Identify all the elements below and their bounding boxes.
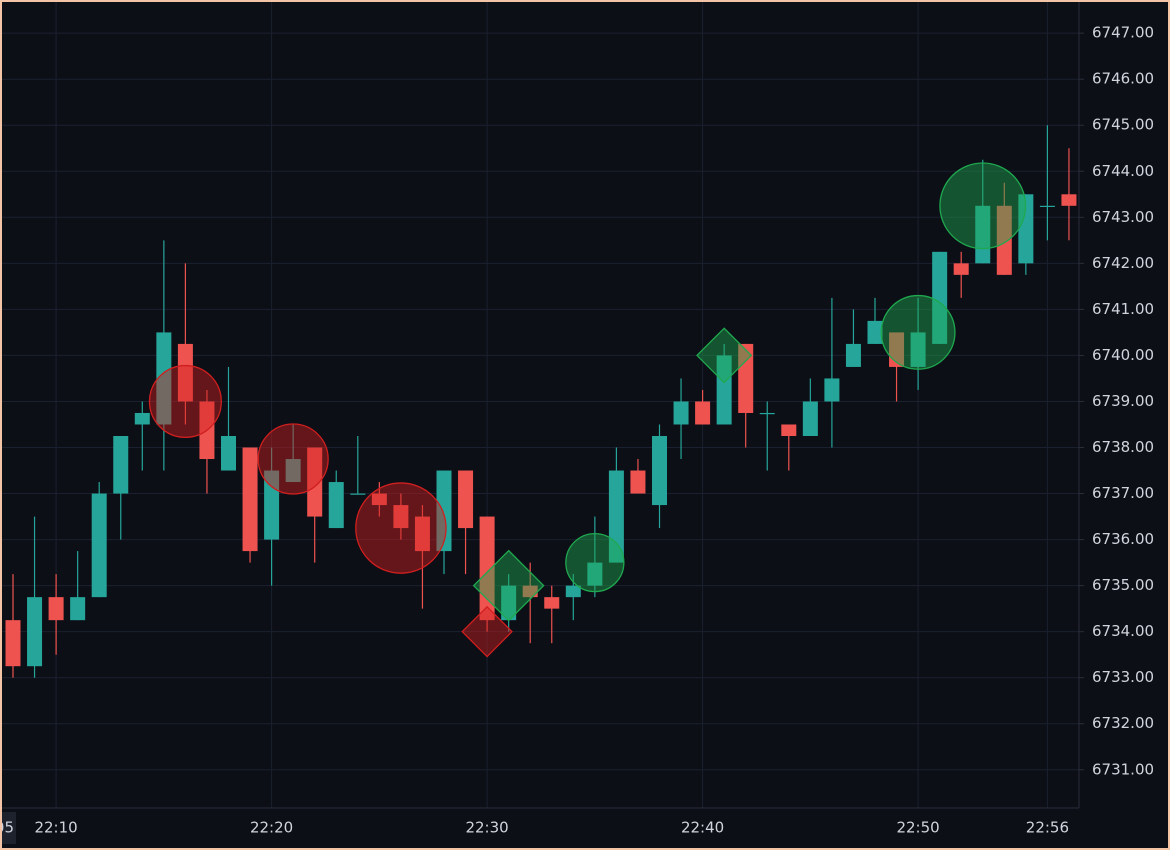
candle-body [458, 470, 474, 529]
signal-diamond [461, 605, 513, 658]
candle-body [393, 505, 409, 529]
candle-body [242, 447, 258, 552]
candle-body [221, 435, 236, 471]
candle-body [134, 412, 150, 425]
y-tick-label: 6742.00 [1092, 254, 1154, 272]
candle-body [414, 516, 430, 552]
candle-body [910, 332, 926, 367]
candle-body [5, 620, 21, 667]
y-tick-label: 6741.00 [1092, 300, 1154, 318]
y-tick-label: 6737.00 [1092, 484, 1154, 502]
signal-circle [939, 162, 1027, 250]
y-tick-label: 6743.00 [1092, 208, 1154, 226]
candle-body [565, 585, 581, 598]
y-tick-label: 6735.00 [1092, 576, 1154, 594]
candle-body [27, 597, 43, 667]
candle-body [1018, 194, 1034, 264]
candle-body [350, 493, 366, 495]
candle-body [544, 597, 560, 609]
candle-body [156, 332, 172, 425]
y-tick-label: 6746.00 [1092, 70, 1154, 88]
candle-body [70, 597, 86, 621]
y-tick-label: 6731.00 [1092, 760, 1154, 778]
candle-body [652, 435, 667, 506]
y-tick-label: 6744.00 [1092, 162, 1154, 180]
signal-circle [880, 294, 956, 370]
candle-body [285, 459, 301, 483]
candle-body [996, 205, 1012, 275]
candle-body [867, 320, 883, 344]
x-tick-label: 22:56 [1026, 819, 1069, 837]
candle-body [91, 493, 107, 598]
y-tick-label: 6745.00 [1092, 116, 1154, 134]
candle-body [673, 401, 689, 425]
candle-body [759, 412, 775, 415]
candle-body [1061, 194, 1077, 206]
y-tick-label: 6738.00 [1092, 438, 1154, 456]
candle-body [1039, 205, 1055, 207]
candle-body [48, 597, 64, 621]
x-tick-label: 22:20 [250, 819, 293, 837]
candle-body [328, 482, 344, 529]
markers [148, 162, 1027, 658]
y-tick-label: 6740.00 [1092, 346, 1154, 364]
candle-body [479, 516, 495, 621]
x-tick-label-box [0, 812, 16, 844]
candle-body [953, 263, 969, 275]
y-tick-label: 6739.00 [1092, 392, 1154, 410]
x-tick-label: 22:05 [0, 819, 14, 837]
candle-body [932, 251, 948, 344]
candle-body [587, 562, 603, 586]
y-tick-label: 6733.00 [1092, 668, 1154, 686]
candle-body [522, 585, 538, 598]
candle-body [630, 470, 646, 494]
candle-body [501, 585, 517, 621]
candle-body [695, 401, 711, 425]
axes: 6747.00 6746.00 6745.00 6744.00 6743.00 6742.… [0, 24, 1154, 844]
y-tick-label: 6736.00 [1092, 530, 1154, 548]
signal-circle [355, 482, 447, 574]
candle-body [264, 470, 280, 540]
signal-circle [257, 423, 329, 495]
x-tick-label: 22:10 [34, 819, 77, 837]
candle-body [177, 343, 193, 402]
signal-circle [148, 364, 222, 439]
y-tick-label: 6747.00 [1092, 24, 1154, 42]
candle-body [738, 343, 754, 413]
x-tick-label: 22:30 [465, 819, 508, 837]
candle-body [716, 355, 732, 425]
candle-body [824, 378, 840, 402]
candle-body [781, 424, 797, 436]
signal-diamond [696, 327, 753, 384]
x-tick-label: 22:50 [896, 819, 939, 837]
candle-body [307, 447, 323, 517]
x-tick-label: 22:40 [681, 819, 724, 837]
candle-body [113, 435, 129, 494]
y-tick-label: 6732.00 [1092, 714, 1154, 732]
candle-body [845, 343, 861, 367]
signal-circle [565, 532, 625, 593]
candle-body [436, 470, 452, 552]
signal-diamond [472, 549, 545, 622]
y-tick-label: 6734.00 [1092, 622, 1154, 640]
candle-body [802, 401, 818, 436]
candle-body [371, 493, 387, 506]
